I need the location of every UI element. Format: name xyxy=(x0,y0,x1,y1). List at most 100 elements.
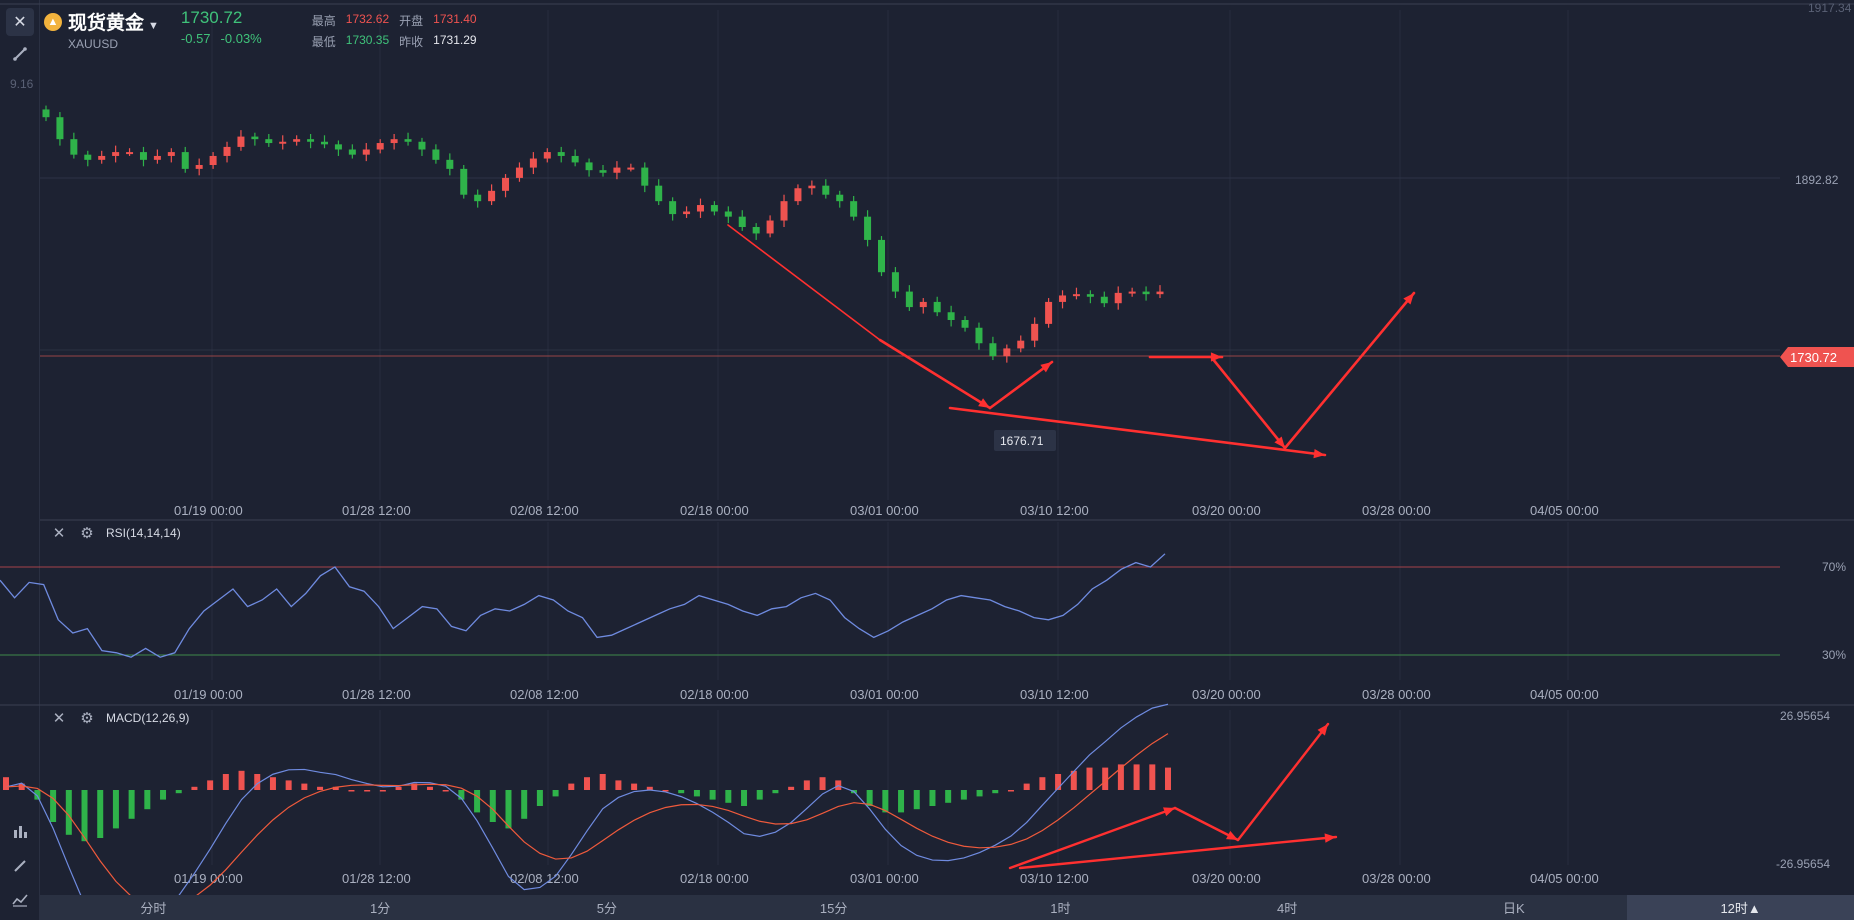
macd-bar xyxy=(631,783,638,790)
macd-bar xyxy=(317,786,324,790)
period-tab[interactable]: 12时▲ xyxy=(1627,895,1854,920)
arrow-head xyxy=(1324,833,1336,843)
rsi-upper-label: 70% xyxy=(1822,560,1846,574)
macd-bar xyxy=(913,790,920,810)
period-tab[interactable]: 1时 xyxy=(1050,901,1071,916)
x-axis-label: 01/28 12:00 xyxy=(342,503,411,518)
indicator-tool-icon[interactable] xyxy=(6,818,34,846)
rsi-lower-label: 30% xyxy=(1822,648,1846,662)
x-axis-label: 03/10 12:00 xyxy=(1020,871,1089,886)
macd-bar xyxy=(1149,764,1156,790)
macd-bar xyxy=(1165,767,1171,790)
macd-bar xyxy=(693,790,700,797)
macd-bar xyxy=(411,783,418,790)
candle xyxy=(112,152,120,156)
candle xyxy=(348,149,356,155)
period-tab[interactable]: 日K xyxy=(1503,901,1525,916)
macd-bar xyxy=(175,790,182,794)
macd-bar xyxy=(474,790,481,813)
macd-bar xyxy=(50,790,57,822)
period-tab[interactable]: 4时 xyxy=(1277,901,1298,916)
close-icon[interactable]: ✕ xyxy=(52,710,66,727)
macd-bar xyxy=(442,790,449,792)
macd-bar xyxy=(489,790,496,822)
arrow-head xyxy=(1163,807,1175,817)
candle xyxy=(738,216,746,227)
candle xyxy=(683,211,691,215)
current-price-tag xyxy=(1780,347,1854,367)
macd-bar xyxy=(301,783,308,790)
low-price-label: 1676.71 xyxy=(1000,434,1044,448)
period-tab[interactable]: 1分 xyxy=(370,901,391,916)
macd-bar xyxy=(615,780,622,790)
macd-bar xyxy=(646,786,653,790)
instrument-title[interactable]: 现货黄金 xyxy=(68,13,145,34)
macd-bar xyxy=(238,770,245,790)
rsi-label: RSI(14,14,14) xyxy=(106,526,181,540)
candle xyxy=(557,152,565,156)
candle xyxy=(613,167,621,173)
x-axis-label: 01/28 12:00 xyxy=(342,687,411,702)
macd-bar xyxy=(725,790,732,803)
period-tab[interactable]: 分时 xyxy=(140,901,167,916)
macd-bar xyxy=(18,783,25,790)
chevron-down-icon[interactable]: ▼ xyxy=(148,20,159,32)
macd-bar xyxy=(584,777,590,790)
low-value: 1730.35 xyxy=(345,33,390,47)
x-axis-label: 03/20 00:00 xyxy=(1192,503,1261,518)
gear-icon[interactable]: ⚙ xyxy=(80,710,94,727)
candle xyxy=(808,185,816,189)
close-icon[interactable]: ✕ xyxy=(52,525,66,542)
arrow-head xyxy=(1274,436,1285,448)
macd-bar xyxy=(65,790,72,835)
macd-bar xyxy=(898,790,905,813)
chart-canvas[interactable]: 01/19 00:00 01/19 00:00 01/19 00:00 01/28 1… xyxy=(0,0,1854,895)
candle xyxy=(989,343,997,357)
chart-line-icon[interactable] xyxy=(6,886,34,914)
candle xyxy=(905,291,913,308)
x-axis-label: 02/08 12:00 xyxy=(510,503,579,518)
candle xyxy=(293,139,301,142)
x-axis-label: 03/20 00:00 xyxy=(1192,871,1261,886)
macd-bar xyxy=(332,786,339,790)
gear-icon[interactable]: ⚙ xyxy=(80,525,94,542)
current-price-value: 1730.72 xyxy=(1790,350,1837,365)
candle xyxy=(919,301,927,308)
last-price: 1730.72 xyxy=(180,8,243,27)
x-axis-label: 02/08 12:00 xyxy=(510,687,579,702)
period-selector: 分时 1分 5分 15分 1时 4时 日K 12时▲ xyxy=(40,895,1854,920)
pencil-icon[interactable] xyxy=(6,852,34,880)
chart-area[interactable]: 01/19 00:00 01/19 00:00 01/19 00:00 01/28 1… xyxy=(0,0,1854,895)
macd-bar xyxy=(458,790,465,800)
period-tab[interactable]: 5分 xyxy=(596,901,617,916)
macd-bar xyxy=(709,790,716,800)
candle xyxy=(1045,301,1053,324)
candle xyxy=(474,194,482,202)
macd-bar xyxy=(882,790,889,813)
macd-bar xyxy=(819,777,826,790)
macd-bar xyxy=(1117,764,1124,790)
close-chart-button[interactable]: ✕ xyxy=(6,8,34,36)
trend-line xyxy=(727,224,881,341)
x-axis-label: 02/18 00:00 xyxy=(680,871,749,886)
candle xyxy=(251,136,259,140)
macd-bar xyxy=(741,790,748,806)
macd-bar xyxy=(160,790,167,800)
annotation-arrows xyxy=(727,224,1416,459)
candle xyxy=(432,149,440,160)
draw-line-tool-icon[interactable] xyxy=(6,40,34,68)
macd-bar xyxy=(3,777,9,790)
down-arrow xyxy=(1173,806,1240,842)
x-axis-label: 03/28 00:00 xyxy=(1362,687,1431,702)
macd-bar xyxy=(1133,764,1140,790)
candle xyxy=(961,320,969,328)
up-arrow xyxy=(1236,722,1330,842)
macd-lower-label: -26.95654 xyxy=(1776,857,1830,871)
macd-bar xyxy=(379,790,386,792)
candle xyxy=(1003,348,1011,357)
support-line-arrow xyxy=(948,406,1327,457)
candle xyxy=(1114,292,1122,304)
macd-dif-line xyxy=(5,703,1169,895)
period-tab[interactable]: 15分 xyxy=(819,901,848,916)
candle xyxy=(446,159,454,169)
